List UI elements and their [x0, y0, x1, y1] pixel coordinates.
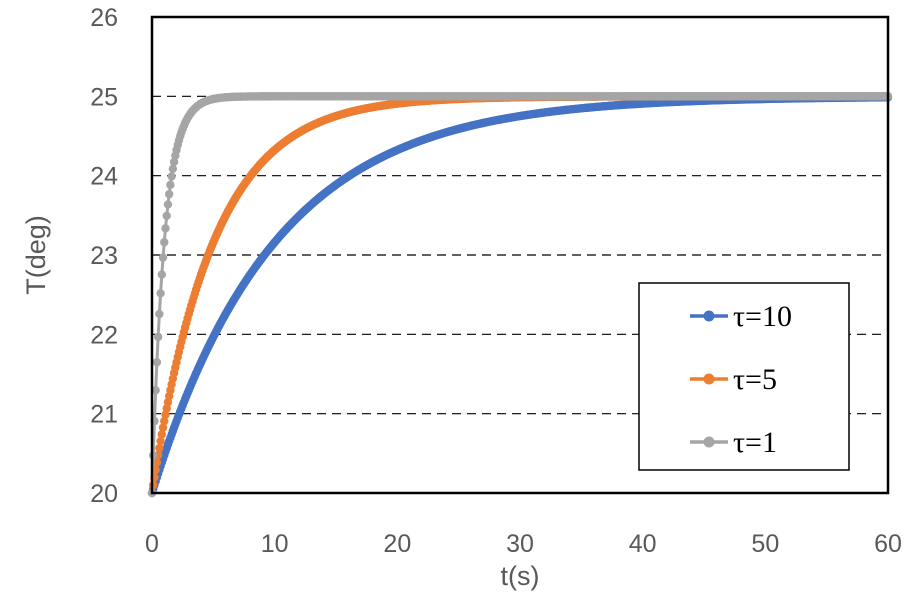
data-point [155, 309, 164, 319]
y-tick-label: 24 [90, 163, 118, 191]
data-point [156, 289, 165, 298]
x-axis-ticks: 0 10 20 30 40 50 60 [145, 530, 902, 558]
legend-marker [703, 310, 715, 322]
y-tick-label: 23 [90, 242, 118, 270]
data-point [156, 436, 165, 446]
data-point [157, 270, 167, 279]
data-point [161, 410, 170, 419]
legend-box [638, 282, 850, 471]
data-point [162, 211, 171, 221]
legend-label: τ=1 [733, 426, 777, 459]
legend-marker [703, 373, 715, 385]
series-1 [147, 93, 893, 498]
y-tick-label: 26 [90, 4, 118, 32]
x-tick-label: 20 [383, 530, 411, 558]
data-point [167, 172, 176, 181]
y-tick-label: 21 [90, 401, 118, 429]
data-point [166, 180, 175, 190]
x-tick-label: 50 [751, 530, 779, 558]
legend-entry: τ=5 [690, 363, 777, 396]
x-tick-label: 30 [506, 530, 534, 558]
data-point [163, 200, 173, 209]
legend-entry: τ=1 [690, 426, 777, 459]
legend-marker [703, 436, 715, 448]
plot-area-frame [150, 15, 890, 495]
data-point [157, 430, 167, 439]
data-point [152, 458, 162, 467]
data-point [160, 238, 169, 247]
data-point [158, 423, 168, 432]
series-layer [147, 92, 893, 498]
y-axis-ticks: 20 21 22 23 24 25 26 [90, 4, 118, 508]
legend: τ=10 τ=5 τ=1 [638, 282, 850, 471]
y-axis-title: T(deg) [21, 215, 51, 295]
data-point [153, 332, 163, 342]
data-point [160, 416, 169, 426]
x-axis-title: t(s) [501, 561, 540, 591]
legend-label: τ=5 [733, 363, 777, 396]
data-point [158, 253, 168, 262]
legend-entry: τ=10 [690, 300, 792, 333]
data-point [152, 358, 162, 367]
y-tick-label: 20 [90, 480, 118, 508]
x-tick-label: 40 [629, 530, 657, 558]
data-point [151, 385, 160, 395]
x-tick-label: 10 [261, 530, 289, 558]
x-tick-label: 60 [874, 530, 902, 558]
data-point [164, 189, 174, 199]
y-tick-label: 25 [90, 83, 118, 111]
data-point [169, 157, 179, 167]
legend-label: τ=10 [733, 300, 792, 333]
data-point [161, 224, 170, 233]
series-3 [147, 92, 893, 498]
data-point [168, 164, 178, 173]
y-tick-label: 22 [90, 321, 118, 349]
x-tick-label: 0 [145, 530, 159, 558]
data-point [155, 443, 164, 453]
